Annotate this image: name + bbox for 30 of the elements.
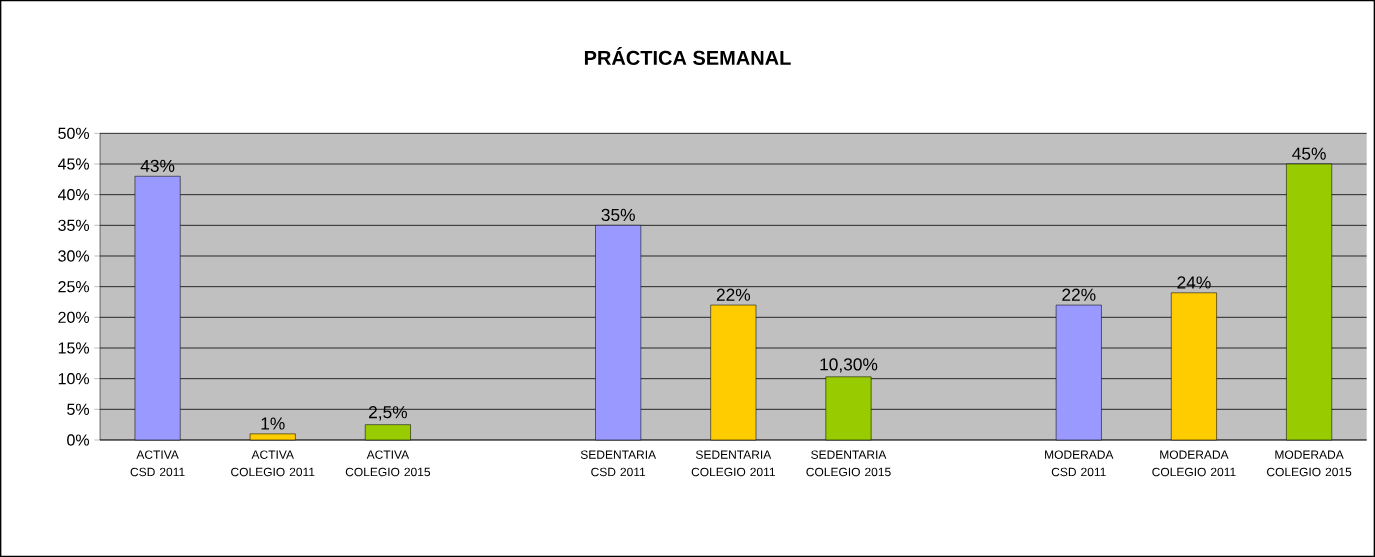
data-label: 22% xyxy=(716,288,751,301)
x-tick-label: MODERADA CSD 2011 xyxy=(1045,450,1114,477)
data-label: 1% xyxy=(261,417,285,430)
x-tick-label: SEDENTARIA COLEGIO 2011 xyxy=(691,450,775,477)
chart-title: PRÁCTICA SEMANAL xyxy=(584,47,791,65)
x-tick-label: ACTIVA COLEGIO 2011 xyxy=(231,450,315,477)
data-label: 22% xyxy=(1062,288,1096,301)
data-label: 10,30% xyxy=(820,358,878,373)
x-tick-label: MODERADA COLEGIO 2011 xyxy=(1152,450,1236,477)
x-tick-label: MODERADA COLEGIO 2015 xyxy=(1267,450,1352,477)
y-tick-label: 5% xyxy=(67,403,90,415)
y-tick-label: 45% xyxy=(57,158,90,170)
y-tick-label: 15% xyxy=(58,342,90,354)
y-tick-label: 20% xyxy=(58,311,90,323)
x-tick-label: ACTIVA CSD 2011 xyxy=(130,450,185,477)
data-label: 24% xyxy=(1177,276,1211,289)
y-tick-label: 30% xyxy=(58,250,90,262)
x-tick-label: ACTIVA COLEGIO 2015 xyxy=(345,450,431,477)
x-tick-label: SEDENTARIA CSD 2011 xyxy=(580,450,657,477)
y-tick-label: 25% xyxy=(58,281,90,293)
y-tick-label: 40% xyxy=(57,189,90,201)
y-tick-label: 35% xyxy=(58,219,90,231)
x-tick-label: SEDENTARIA COLEGIO 2015 xyxy=(806,450,891,477)
y-tick-label: 0% xyxy=(67,434,90,446)
data-label: 35% xyxy=(601,208,635,222)
data-label: 45% xyxy=(1292,147,1326,160)
y-tick-label: 50% xyxy=(58,127,90,139)
data-label: 43% xyxy=(140,159,175,172)
data-label: 2,5% xyxy=(369,406,408,421)
y-tick-label: 10% xyxy=(58,373,90,385)
